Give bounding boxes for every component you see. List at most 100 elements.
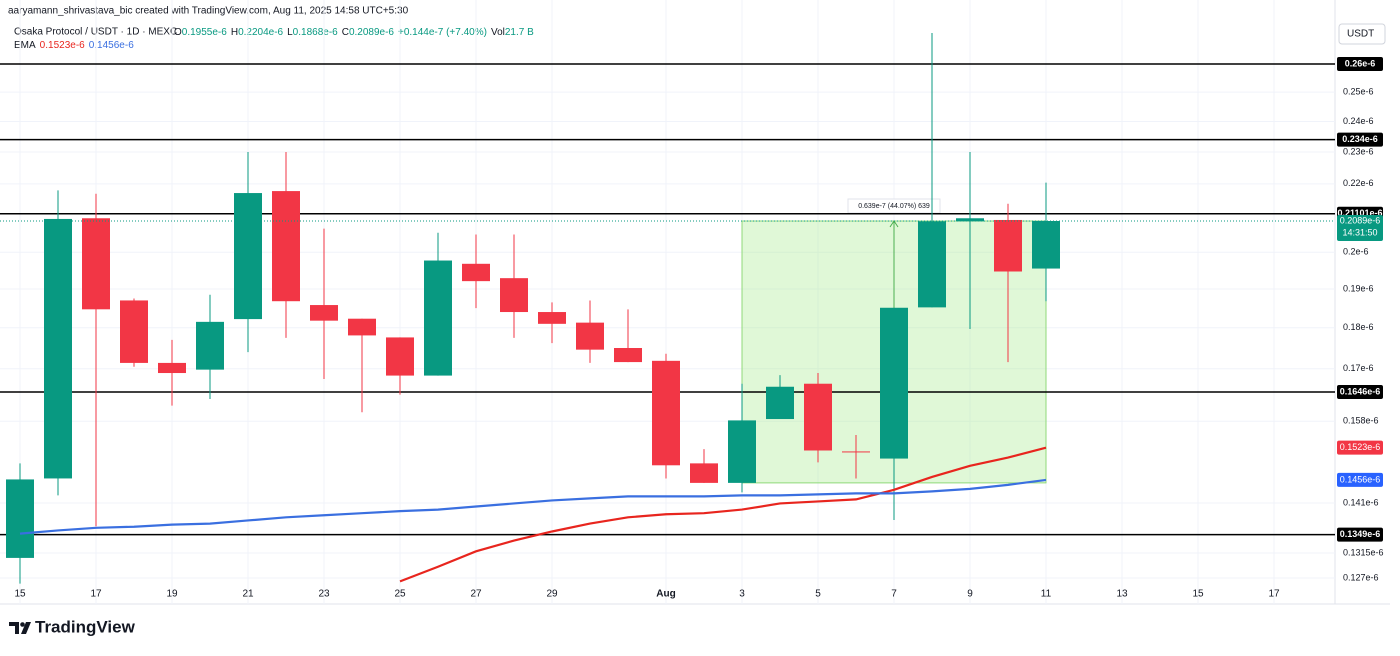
header-item: 0.1456e-6 xyxy=(89,40,134,51)
candle-body xyxy=(614,348,642,363)
x-tick-label: 17 xyxy=(90,589,102,600)
level-label: 0.21101e-6 xyxy=(1337,208,1382,218)
header-item: 0.2204e-6 xyxy=(238,27,283,38)
ema-line xyxy=(399,446,1047,583)
y-tick-label: 0.25e-6 xyxy=(1343,87,1374,97)
measure-label: 0.639e-7 (44.07%) 639 xyxy=(858,203,930,210)
y-tick-label: 0.141e-6 xyxy=(1343,497,1379,507)
candle-body xyxy=(310,305,338,321)
x-tick-label: 29 xyxy=(546,589,558,600)
header-item: O xyxy=(174,27,182,38)
candle-body xyxy=(272,191,300,302)
logo: TradingView xyxy=(9,617,136,636)
candle-body xyxy=(196,321,224,370)
currency[interactable]: USDT xyxy=(1347,29,1374,40)
header-values: O0.1955e-6 H0.2204e-6 L0.1868e-6 C0.2089e-6… xyxy=(14,27,534,51)
candle-body xyxy=(158,362,186,374)
candle-body xyxy=(234,193,262,320)
x-tick-label: 17 xyxy=(1268,589,1280,600)
attribution: aaryamann_shrivastava_bic created with T… xyxy=(8,6,409,17)
y-tick-label: 0.158e-6 xyxy=(1343,416,1379,426)
candle-body xyxy=(804,383,832,451)
candle-body xyxy=(348,318,376,336)
header-item: 0.1955e-6 xyxy=(182,27,227,38)
header-row: O0.1955e-6 H0.2204e-6 L0.1868e-6 C0.2089e-6… xyxy=(174,27,534,38)
measure-label-box xyxy=(847,198,941,214)
ema-line xyxy=(19,478,1047,535)
currency-button[interactable] xyxy=(1338,23,1386,45)
x-tick-label: 25 xyxy=(394,589,406,600)
candle-body xyxy=(956,218,984,222)
candle-body xyxy=(424,260,452,376)
y-tick-label: 0.24e-6 xyxy=(1343,116,1374,126)
header-item: C xyxy=(342,27,349,38)
y-tick-label: 0.127e-6 xyxy=(1343,572,1379,582)
candle-body xyxy=(44,218,72,479)
level-tag xyxy=(1337,57,1383,72)
x-tick-label: 15 xyxy=(1192,589,1204,600)
level-label: 0.1646e-6 xyxy=(1340,386,1381,396)
candle-body xyxy=(386,337,414,376)
candle-body xyxy=(120,300,148,363)
header-item: +0.144e-7 (+7.40%) xyxy=(398,27,487,38)
candle-body xyxy=(82,218,110,310)
price-label: 0.1456e-6 xyxy=(1340,474,1381,484)
candle-body xyxy=(766,386,794,420)
x-tick-label: Aug xyxy=(656,589,675,600)
price-tag xyxy=(1337,215,1383,242)
level-tag xyxy=(1337,132,1383,147)
header-item: 0.1523e-6 xyxy=(40,40,85,51)
candle-body xyxy=(728,420,756,483)
logo-icon xyxy=(9,622,31,634)
x-tick-label: 5 xyxy=(815,589,821,600)
x-tick-label: 23 xyxy=(318,589,330,600)
y-tick-label: 0.2e-6 xyxy=(1343,247,1369,257)
level-label: 0.234e-6 xyxy=(1342,134,1378,144)
candle-body xyxy=(842,451,870,453)
y-tick-label: 0.23e-6 xyxy=(1343,146,1374,156)
x-tick-label: 3 xyxy=(739,589,745,600)
header-item: Vol xyxy=(491,27,505,38)
candle-body xyxy=(6,479,34,558)
header-item: 0.1868e-6 xyxy=(293,27,338,38)
header-item: 21.7 B xyxy=(505,27,534,38)
level-tag xyxy=(1337,527,1383,542)
candle-body xyxy=(994,219,1022,272)
y-tick-label: 0.17e-6 xyxy=(1343,363,1374,373)
candle-body xyxy=(538,312,566,324)
price-label: 0.2089e-6 xyxy=(1340,215,1381,225)
y-tick-label: 0.18e-6 xyxy=(1343,322,1374,332)
countdown: 14:31:50 xyxy=(1342,227,1377,237)
y-tick-label: 0.22e-6 xyxy=(1343,178,1374,188)
logo-text: TradingView xyxy=(35,617,136,636)
header-item: L xyxy=(287,27,293,38)
candle-body xyxy=(1032,221,1060,269)
x-tick-label: 19 xyxy=(166,589,178,600)
candle-body xyxy=(462,263,490,282)
candle-body xyxy=(652,360,680,466)
price-tag xyxy=(1337,440,1383,455)
x-tick-label: 11 xyxy=(1041,589,1052,600)
header-item: 0.2089e-6 xyxy=(349,27,394,38)
x-tick-label: 7 xyxy=(891,589,897,600)
header-row: EMA 0.1523e-6 0.1456e-6 xyxy=(14,40,134,51)
x-tick-label: 27 xyxy=(470,589,482,600)
header-item: EMA xyxy=(14,40,36,51)
y-tick-label: 0.19e-6 xyxy=(1343,283,1374,293)
x-tick-label: 13 xyxy=(1116,589,1128,600)
x-tick-label: 15 xyxy=(14,589,26,600)
y-tick-label: 0.1315e-6 xyxy=(1343,547,1384,557)
level-label: 0.1349e-6 xyxy=(1340,529,1381,539)
price-tag xyxy=(1337,472,1383,487)
level-label: 0.26e-6 xyxy=(1345,58,1376,68)
candle-body xyxy=(576,322,604,350)
x-tick-label: 21 xyxy=(242,589,254,600)
candle-body xyxy=(690,463,718,483)
header-item: H xyxy=(231,27,238,38)
candle-body xyxy=(918,221,946,308)
level-tag xyxy=(1337,384,1383,399)
candle-body xyxy=(880,307,908,459)
x-tick-label: 9 xyxy=(967,589,973,600)
candle-body xyxy=(500,278,528,313)
